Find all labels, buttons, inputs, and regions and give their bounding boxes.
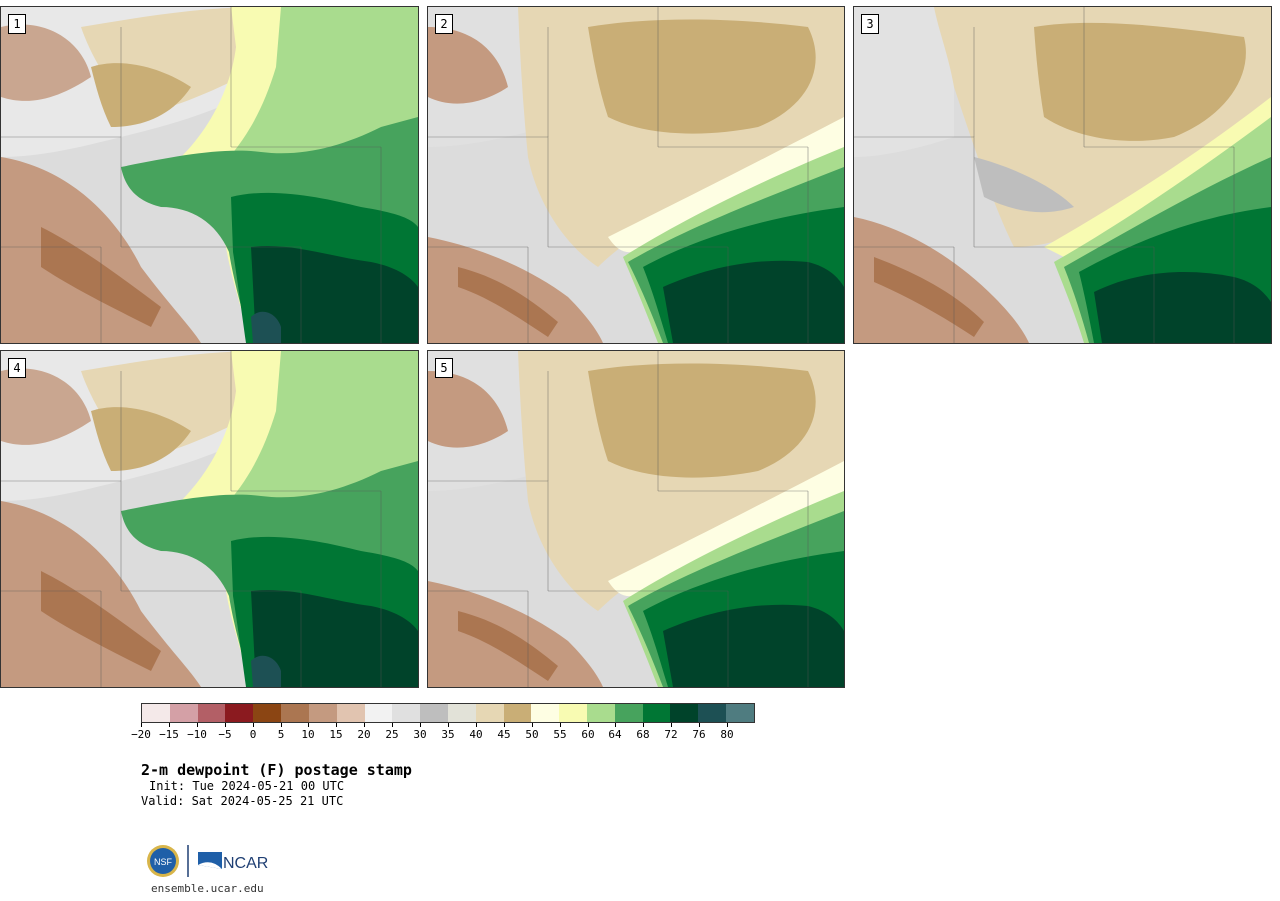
- colorbar-tick: [225, 723, 226, 727]
- panel-label-4: 4: [8, 358, 26, 378]
- colorbar-tick: [253, 723, 254, 727]
- nsf-logo-text: NSF: [154, 857, 173, 867]
- ncar-logo-text: NCAR: [223, 855, 268, 872]
- dewpoint-map-3: [854, 7, 1271, 343]
- colorbar-tick-label: 15: [329, 728, 343, 741]
- colorbar-swatch: [559, 704, 587, 722]
- colorbar-tick-label: −10: [187, 728, 207, 741]
- colorbar-tick-label: 10: [301, 728, 315, 741]
- colorbar-swatch: [642, 704, 671, 722]
- valid-time: Valid: Sat 2024-05-25 21 UTC: [141, 794, 344, 808]
- website-url: ensemble.ucar.edu: [151, 882, 264, 895]
- map-panel-1: 1: [0, 6, 419, 344]
- colorbar-tick: [588, 723, 589, 727]
- logos: NSF NCAR: [145, 843, 275, 879]
- colorbar-tick-label: 80: [720, 728, 734, 741]
- colorbar-swatch: [253, 704, 282, 722]
- colorbar-tick: [281, 723, 282, 727]
- map-panel-5: 5: [427, 350, 845, 688]
- colorbar-swatch: [392, 704, 421, 722]
- dewpoint-map-2: [428, 7, 844, 343]
- colorbar-tick: [699, 723, 700, 727]
- colorbar-swatch: [197, 704, 226, 722]
- colorbar-swatch: [503, 704, 532, 722]
- colorbar-tick-label: 72: [664, 728, 678, 741]
- colorbar: [141, 703, 755, 723]
- colorbar-tick: [141, 723, 142, 727]
- colorbar-swatch: [169, 704, 198, 722]
- colorbar-tick-label: 35: [441, 728, 455, 741]
- colorbar-tick: [643, 723, 644, 727]
- dewpoint-map-5: [428, 351, 844, 687]
- colorbar-swatch: [614, 704, 643, 722]
- colorbar-tick-label: −5: [218, 728, 232, 741]
- colorbar-swatch: [587, 704, 615, 722]
- map-panel-3: 3: [853, 6, 1272, 344]
- colorbar-tick-label: 60: [581, 728, 595, 741]
- colorbar-tick: [169, 723, 170, 727]
- colorbar-swatch: [670, 704, 699, 722]
- map-panel-2: 2: [427, 6, 845, 344]
- colorbar-ticks: −20 −15 −10 −5 0 5 10 15 20 25 30 35 40 45 50 55 60 64 68 7…: [131, 723, 755, 743]
- colorbar-swatch: [447, 704, 476, 722]
- colorbar-swatch: [531, 704, 560, 722]
- colorbar-tick: [532, 723, 533, 727]
- panel-label-2: 2: [435, 14, 453, 34]
- colorbar-tick-label: 30: [413, 728, 427, 741]
- colorbar-tick: [476, 723, 477, 727]
- colorbar-swatch: [726, 704, 754, 722]
- colorbar-tick-label: 45: [497, 728, 511, 741]
- dewpoint-map-4: [1, 351, 418, 687]
- colorbar-tick-label: 50: [525, 728, 539, 741]
- colorbar-tick: [336, 723, 337, 727]
- colorbar-tick: [504, 723, 505, 727]
- colorbar-tick-label: −15: [159, 728, 179, 741]
- colorbar-swatch: [308, 704, 337, 722]
- colorbar-tick-label: 68: [636, 728, 650, 741]
- colorbar-tick-label: 5: [277, 728, 285, 741]
- colorbar-tick-label: 20: [357, 728, 371, 741]
- colorbar-tick-label: 76: [692, 728, 706, 741]
- panel-label-3: 3: [861, 14, 879, 34]
- colorbar-tick: [392, 723, 393, 727]
- colorbar-tick: [364, 723, 365, 727]
- colorbar-tick: [560, 723, 561, 727]
- plot-title: 2-m dewpoint (F) postage stamp: [141, 761, 412, 779]
- colorbar-tick: [420, 723, 421, 727]
- colorbar-swatch: [420, 704, 448, 722]
- colorbar-tick: [308, 723, 309, 727]
- colorbar-swatch: [698, 704, 727, 722]
- colorbar-tick-label: 40: [469, 728, 483, 741]
- colorbar-tick: [727, 723, 728, 727]
- colorbar-tick-label: 64: [608, 728, 622, 741]
- dewpoint-map-1: [1, 7, 418, 343]
- panel-label-5: 5: [435, 358, 453, 378]
- init-time: Init: Tue 2024-05-21 00 UTC: [149, 779, 345, 793]
- panel-label-1: 1: [8, 14, 26, 34]
- nsf-ncar-logo: NSF NCAR: [147, 845, 268, 877]
- colorbar-tick: [197, 723, 198, 727]
- colorbar-swatch: [336, 704, 365, 722]
- colorbar-swatch: [142, 704, 170, 722]
- colorbar-tick: [615, 723, 616, 727]
- colorbar-swatch: [281, 704, 309, 722]
- map-panel-4: 4: [0, 350, 419, 688]
- colorbar-tick: [448, 723, 449, 727]
- colorbar-tick: [671, 723, 672, 727]
- colorbar-swatch: [364, 704, 393, 722]
- colorbar-tick-label: 55: [553, 728, 567, 741]
- colorbar-tick-label: 25: [385, 728, 399, 741]
- colorbar-swatch: [475, 704, 504, 722]
- colorbar-tick-label: −20: [131, 728, 151, 741]
- colorbar-swatch: [225, 704, 254, 722]
- colorbar-tick-label: 0: [249, 728, 257, 741]
